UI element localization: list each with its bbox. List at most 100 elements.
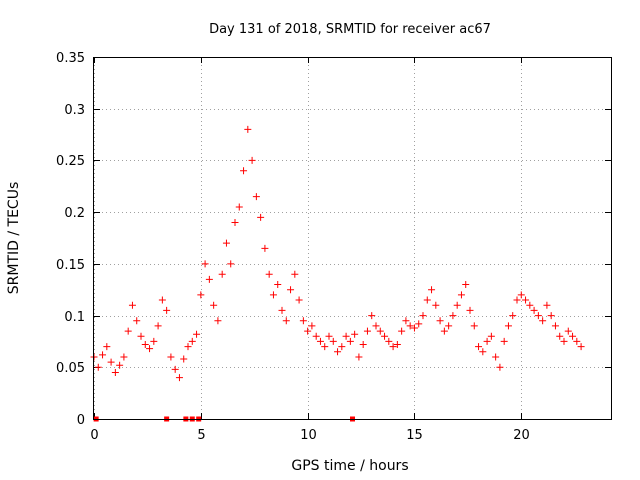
data-point	[116, 361, 124, 369]
data-point	[218, 270, 226, 278]
data-point	[265, 270, 273, 278]
data-point	[428, 286, 436, 294]
data-point	[564, 327, 572, 335]
data-point	[193, 330, 201, 338]
data-point	[261, 244, 269, 252]
x-tick-label: 20	[513, 428, 530, 443]
data-point	[522, 296, 530, 304]
data-point	[295, 296, 303, 304]
data-point	[342, 332, 350, 340]
x-tick-label: 15	[406, 428, 423, 443]
data-point	[137, 332, 145, 340]
data-point	[158, 296, 166, 304]
data-point	[248, 156, 256, 164]
data-point	[120, 353, 128, 361]
y-tick-label: 0.35	[56, 51, 85, 66]
data-point	[423, 296, 431, 304]
data-point	[470, 322, 478, 330]
data-point	[321, 343, 329, 351]
data-point	[304, 327, 312, 335]
data-point	[235, 203, 243, 211]
data-point	[287, 286, 295, 294]
data-point	[547, 312, 555, 320]
x-axis-label: GPS time / hours	[291, 458, 408, 474]
data-point	[393, 341, 401, 349]
data-point	[410, 324, 418, 332]
data-point	[504, 322, 512, 330]
x-tick-label: 10	[300, 428, 317, 443]
data-point	[445, 322, 453, 330]
data-point	[415, 320, 423, 328]
data-point	[440, 327, 448, 335]
data-point	[346, 337, 354, 345]
data-point	[257, 213, 265, 221]
data-point	[274, 281, 282, 289]
data-point	[107, 358, 115, 366]
data-point	[376, 327, 384, 335]
y-tick-label: 0.25	[56, 154, 85, 169]
data-point	[201, 260, 209, 268]
data-point	[128, 301, 136, 309]
data-point	[556, 332, 564, 340]
data-point	[351, 330, 359, 338]
data-point	[154, 322, 162, 330]
data-point	[385, 337, 393, 345]
data-point	[462, 281, 470, 289]
data-point	[573, 337, 581, 345]
plot-frame	[93, 57, 612, 420]
data-point	[146, 345, 154, 353]
data-point	[363, 327, 371, 335]
data-point	[150, 337, 158, 345]
data-point	[210, 301, 218, 309]
data-point	[389, 343, 397, 351]
data-point	[184, 343, 192, 351]
data-point	[513, 296, 521, 304]
data-point	[214, 317, 222, 325]
data-point	[171, 365, 179, 373]
data-point	[436, 317, 444, 325]
data-point	[432, 301, 440, 309]
data-point	[457, 291, 465, 299]
data-point	[483, 337, 491, 345]
data-point	[526, 301, 534, 309]
data-point	[496, 363, 504, 371]
data-point	[372, 322, 380, 330]
chart-title: Day 131 of 2018, SRMTID for receiver ac6…	[209, 22, 491, 37]
data-point	[133, 317, 141, 325]
data-point	[449, 312, 457, 320]
data-point	[355, 353, 363, 361]
data-point	[103, 343, 111, 351]
data-point	[278, 306, 286, 314]
y-tick-label: 0	[77, 413, 85, 428]
data-point	[299, 317, 307, 325]
data-point	[509, 312, 517, 320]
data-point	[180, 355, 188, 363]
data-point	[359, 341, 367, 349]
data-point	[291, 270, 299, 278]
data-point	[222, 239, 230, 247]
data-point	[141, 341, 149, 349]
y-axis-label: SRMTID / TECUs	[6, 182, 22, 295]
data-point	[308, 322, 316, 330]
data-point	[466, 306, 474, 314]
data-point	[398, 327, 406, 335]
data-point	[368, 312, 376, 320]
data-point	[487, 332, 495, 340]
data-point	[530, 306, 538, 314]
data-point	[240, 167, 248, 175]
data-point	[231, 218, 239, 226]
x-axis-ticks: 0 5 10 15 20	[90, 57, 530, 443]
data-point	[329, 337, 337, 345]
data-point	[551, 322, 559, 330]
data-point	[381, 332, 389, 340]
data-point	[560, 337, 568, 345]
data-point	[312, 332, 320, 340]
data-point	[453, 301, 461, 309]
data-point	[325, 332, 333, 340]
data-point	[316, 337, 324, 345]
data-point	[419, 312, 427, 320]
data-point	[175, 374, 183, 382]
data-point	[402, 317, 410, 325]
data-point	[99, 351, 107, 359]
